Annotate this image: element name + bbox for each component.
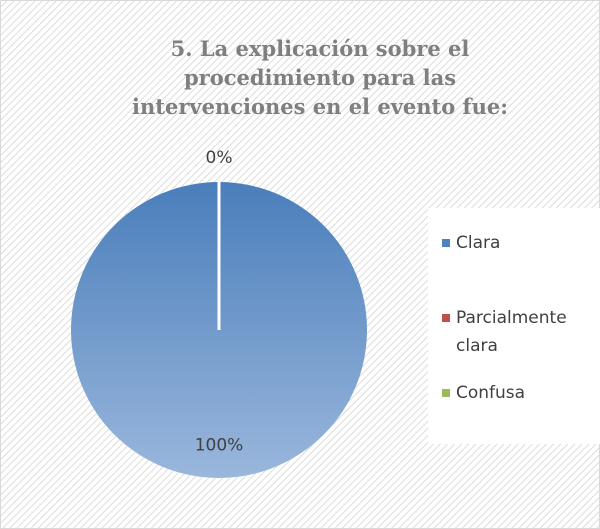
legend-swatch: [442, 239, 450, 247]
legend-entry: Parcialmente clara: [442, 304, 592, 360]
legend-label: Clara: [456, 233, 501, 253]
data-label: 0%: [206, 148, 233, 168]
legend-entry: Confusa: [442, 379, 592, 407]
legend: Clara Parcialmente clara Confusa: [428, 208, 600, 444]
legend-swatch: [442, 389, 450, 397]
legend-entry: Clara: [442, 229, 592, 257]
legend-swatch: [442, 314, 450, 322]
chart-title: 5. La explicación sobre el procedimiento…: [132, 36, 508, 119]
legend-label: Confusa: [456, 383, 526, 403]
data-label: 100%: [195, 435, 244, 455]
legend-label: Parcialmente clara: [456, 308, 567, 356]
